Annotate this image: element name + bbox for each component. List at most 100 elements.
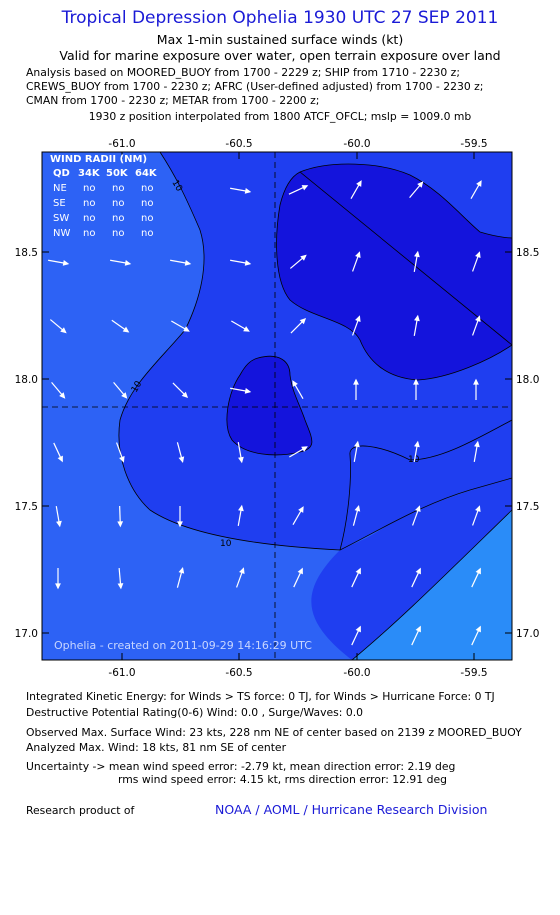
wind-radii-qd: NW [53,228,70,239]
wind-radii-value: no [112,183,124,194]
map-frame [41,151,513,661]
contour-line-10kt [118,152,512,551]
wind-vector-head [244,188,252,194]
wind-vector-head [355,315,361,322]
wind-radii-value: no [112,198,124,209]
wind-radii-value: no [141,183,153,194]
x-tick-label-top: -60.5 [225,138,252,150]
wind-radii-value: no [83,213,95,224]
wind-vector-head [297,567,303,575]
wind-vector-head [414,314,420,322]
wind-vector-head [178,456,185,463]
wind-vector-head [238,504,244,512]
analysis-line: CREWS_BUOY from 1700 - 2230 z; AFRC (Use… [26,80,484,94]
x-tick-label-bottom: -61.0 [108,667,135,679]
wind-vector-head [355,251,361,258]
wind-vector-head [117,521,124,528]
wind-vector-head [298,506,304,513]
map-subtitle-exposure: Valid for marine exposure over water, op… [59,48,501,63]
wind-vector-head [353,378,359,385]
wind-vector-head [59,392,66,399]
wind-vector-head [475,625,481,633]
wind-vector-head [355,567,361,575]
wind-vector-head [301,446,308,452]
wind-radii-value: no [141,213,153,224]
wind-map: 10 10 10 10 -61.0 -60.5 -60.0 -59.5 -61.… [15,138,540,679]
map-title: Tropical Depression Ophelia 1930 UTC 27 … [61,8,499,28]
wind-radii-qd: SW [53,213,69,224]
uncertainty-rms-line: rms wind speed error: 4.15 kt, rms direc… [118,773,447,786]
analyzed-max-line: Analyzed Max. Wind: 18 kts, 81 nm SE of … [26,741,287,754]
analysis-line: Analysis based on MOORED_BUOY from 1700 … [26,66,460,79]
wind-vector-head [119,456,125,463]
x-tick-label-bottom: -59.5 [460,667,487,679]
wind-radii-value: no [141,198,153,209]
wind-vector-head [354,440,360,448]
wind-radii-header-34k: 34K [78,168,101,179]
ike-line: Integrated Kinetic Energy: for Winds > T… [26,690,495,703]
wind-vector-head [301,185,309,191]
uncertainty-line: Uncertainty -> mean wind speed error: -2… [26,760,456,773]
wind-vector-head [414,250,420,258]
wind-vector-head [415,625,421,633]
wind-vector-head [475,251,481,258]
wind-vector-head [300,254,307,261]
wind-vector-head [415,567,421,575]
analysis-line: CMAN from 1700 - 2230 z; METAR from 1700… [26,94,320,108]
wind-radii-value: no [112,228,124,239]
analysis-sources: Analysis based on MOORED_BUOY from 1700 … [26,66,483,109]
noaa-aoml-hrd-link[interactable]: NOAA / AOML / Hurricane Research Divisio… [215,802,488,817]
axis-ticks [42,152,512,660]
y-tick-label-left: 17.0 [15,628,38,640]
y-tick-label-left: 18.5 [15,247,38,259]
wind-radii-value: no [141,228,153,239]
wind-vector-head [414,440,420,448]
y-tick-label-right: 17.5 [516,501,539,513]
x-tick-label-top: -59.5 [460,138,487,150]
x-tick-label-top: -61.0 [108,138,135,150]
wind-vector-head [354,505,361,512]
wind-vector-head [292,380,298,387]
wind-vector-head [413,378,419,385]
wind-vector-head [178,567,185,574]
wind-vector-head [184,260,192,266]
wind-radii-value: no [112,213,124,224]
wind-vector-head [238,456,244,464]
wind-vector-head [417,181,424,188]
wind-radii-value: no [83,183,95,194]
contour-lines [118,152,512,660]
wind-vector-head [117,583,124,590]
x-tick-label-top: -60.0 [343,138,370,150]
wind-vector-head [62,260,70,266]
y-tick-label-right: 18.5 [516,247,539,259]
position-line: 1930 z position interpolated from 1800 A… [88,110,472,123]
observed-max-line: Observed Max. Surface Wind: 23 kts, 228 … [26,726,522,739]
research-label: Research product of [26,804,135,817]
wind-radii-header-qd: QD [53,168,70,179]
y-tick-label-right: 17.0 [516,628,539,640]
contour-line-15kt-north [276,163,512,381]
x-tick-label-bottom: -60.5 [225,667,252,679]
wind-vector-head [121,392,128,399]
wind-vector-head [475,567,481,575]
contour-line-20kt [351,509,512,660]
wind-vector-head [243,326,250,332]
y-tick-label-left: 18.0 [15,374,38,386]
contour-label: 10 [220,539,232,549]
wind-vector-head [244,260,252,266]
contour-line-10kt-east [339,419,512,551]
wind-vector-head [476,180,482,187]
x-tick-label-bottom: -60.0 [343,667,370,679]
y-tick-label-left: 17.5 [15,501,38,513]
wind-vector-head [299,317,307,325]
wind-vectors [48,180,482,646]
wind-vector-head [60,327,67,334]
map-credit: Ophelia - created on 2011-09-29 14:16:29… [54,639,312,652]
wind-radii-title: WIND RADII (NM) [50,154,147,165]
wind-vector-head [124,260,132,266]
wind-vector-head [177,521,183,528]
wind-vector-head [244,388,252,394]
map-subtitle-wind-type: Max 1-min sustained surface winds (kt) [156,32,404,47]
wind-vector-head [356,180,362,187]
wind-radii-header-50k: 50K [106,168,129,179]
